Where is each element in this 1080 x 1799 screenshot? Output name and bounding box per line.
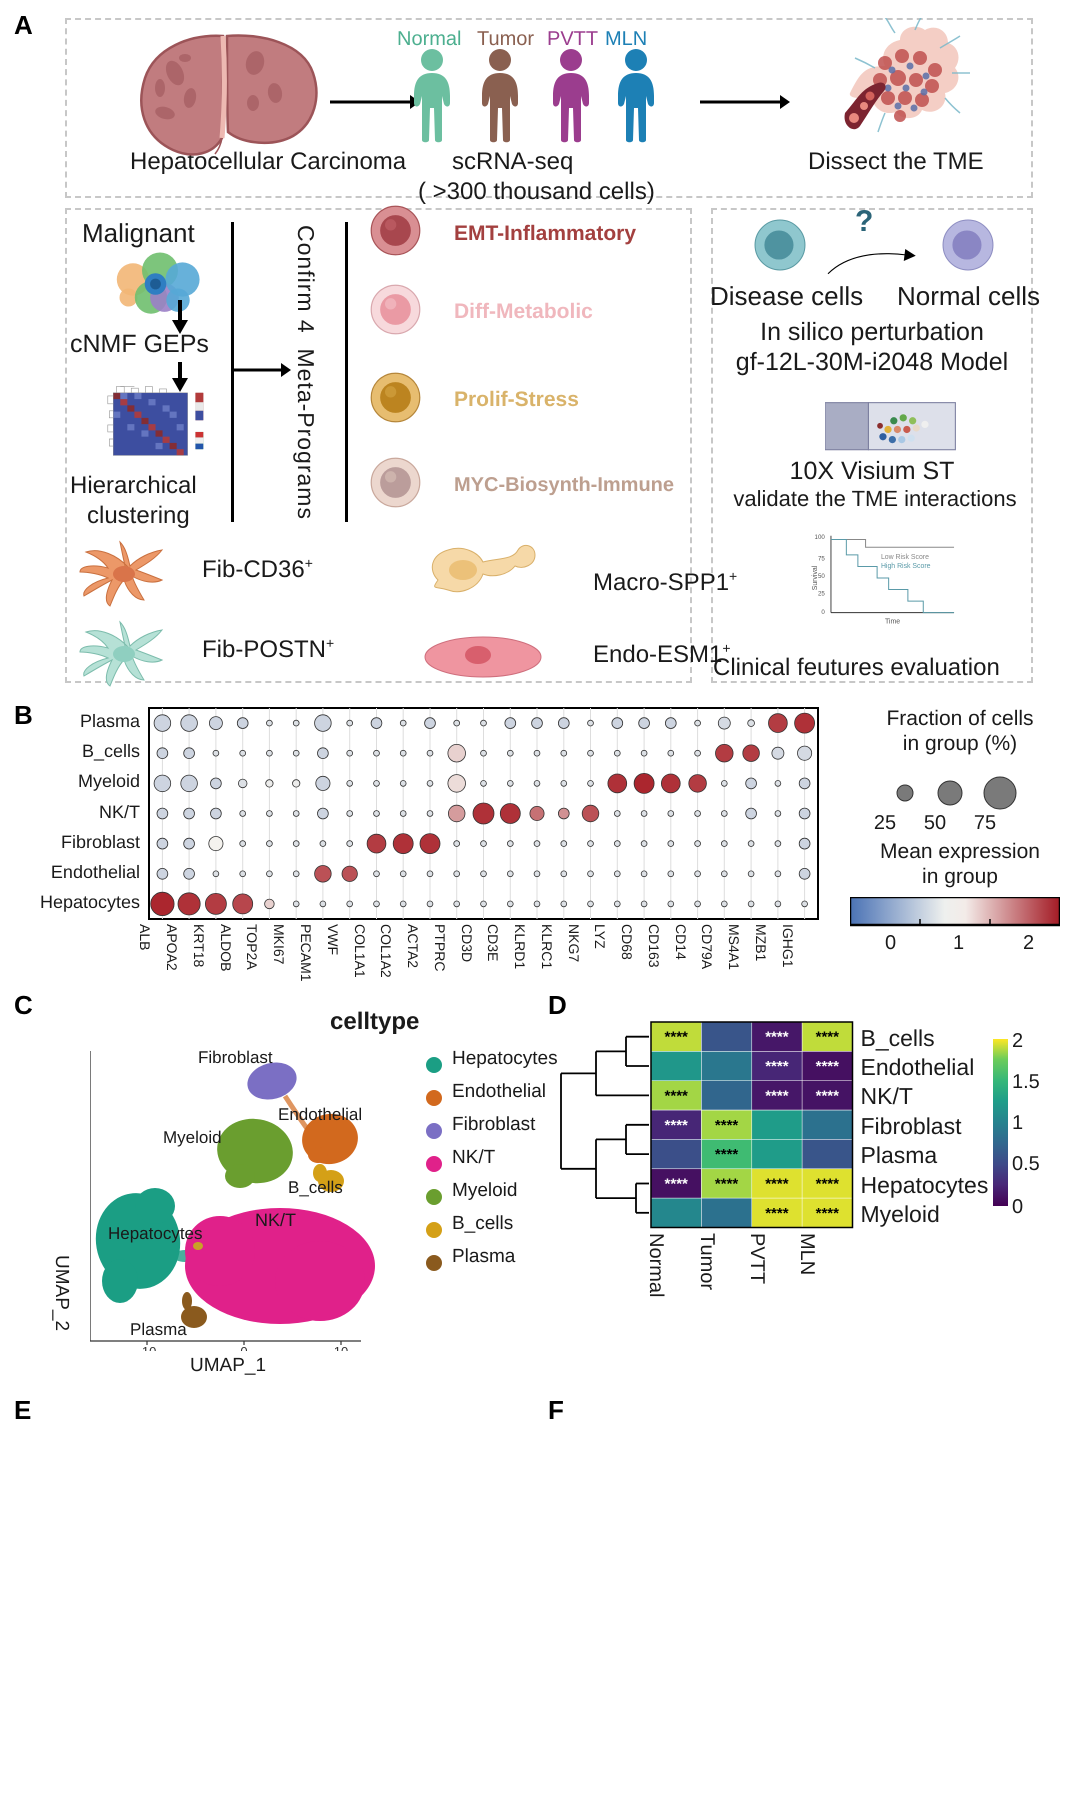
svg-text:****: **** (816, 1087, 840, 1104)
svg-text:****: **** (816, 1058, 840, 1075)
svg-text:****: **** (715, 1176, 739, 1193)
svg-text:****: **** (765, 1029, 789, 1046)
svg-text:****: **** (816, 1176, 840, 1193)
svg-text:****: **** (765, 1176, 789, 1193)
svg-text:****: **** (665, 1029, 689, 1046)
svg-text:****: **** (765, 1087, 789, 1104)
svg-text:****: **** (665, 1117, 689, 1134)
svg-text:****: **** (715, 1117, 739, 1134)
svg-text:****: **** (765, 1205, 789, 1222)
svg-text:****: **** (816, 1205, 840, 1222)
svg-text:****: **** (665, 1176, 689, 1193)
svg-text:****: **** (715, 1146, 739, 1163)
svg-text:****: **** (816, 1029, 840, 1046)
svg-text:****: **** (665, 1087, 689, 1104)
svg-text:****: **** (765, 1058, 789, 1075)
